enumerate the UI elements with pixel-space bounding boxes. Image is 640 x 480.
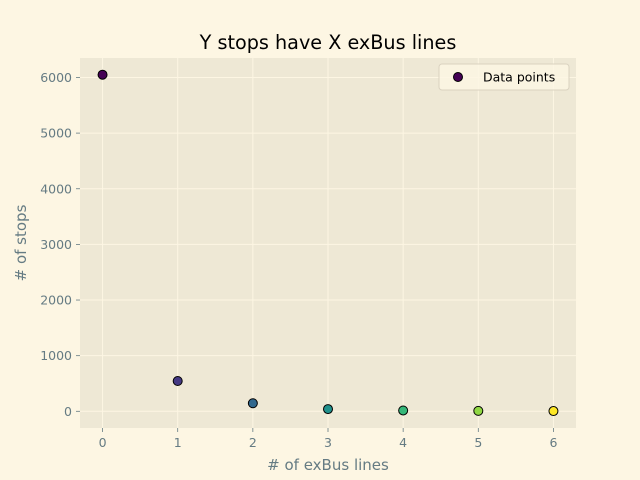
- data-point: [548, 406, 559, 417]
- y-tick-label: 5000: [40, 126, 72, 141]
- data-point: [323, 404, 333, 415]
- x-tick-label: 0: [99, 435, 107, 450]
- y-axis-label: # of stops: [12, 204, 30, 281]
- legend-label: Data points: [483, 70, 555, 85]
- data-point: [473, 405, 484, 416]
- x-axis-ticks: 0 1 2 3 4 5 6: [99, 428, 557, 450]
- x-tick-label: 5: [474, 435, 482, 450]
- y-tick-label: 2000: [40, 293, 72, 308]
- legend-marker: [453, 72, 463, 82]
- y-tick-label: 3000: [40, 237, 72, 252]
- y-axis-ticks: 0 1000 2000 3000 4000 5000 6000: [40, 70, 80, 419]
- x-tick-label: 6: [549, 435, 557, 450]
- data-point: [247, 398, 258, 409]
- y-tick-label: 0: [64, 404, 72, 419]
- data-point: [172, 375, 183, 386]
- y-tick-label: 1000: [40, 348, 72, 363]
- y-tick-label: 6000: [40, 70, 72, 85]
- chart-title: Y stops have X exBus lines: [199, 31, 457, 54]
- data-point: [97, 69, 108, 80]
- x-tick-label: 4: [399, 435, 407, 450]
- x-tick-label: 1: [174, 435, 182, 450]
- y-tick-label: 4000: [40, 181, 72, 196]
- data-point: [398, 405, 409, 416]
- x-tick-label: 2: [249, 435, 257, 450]
- x-axis-label: # of exBus lines: [267, 456, 389, 474]
- x-tick-label: 3: [324, 435, 332, 450]
- data-points: [97, 69, 559, 417]
- legend: Data points: [438, 63, 570, 91]
- legend-box: [438, 63, 570, 91]
